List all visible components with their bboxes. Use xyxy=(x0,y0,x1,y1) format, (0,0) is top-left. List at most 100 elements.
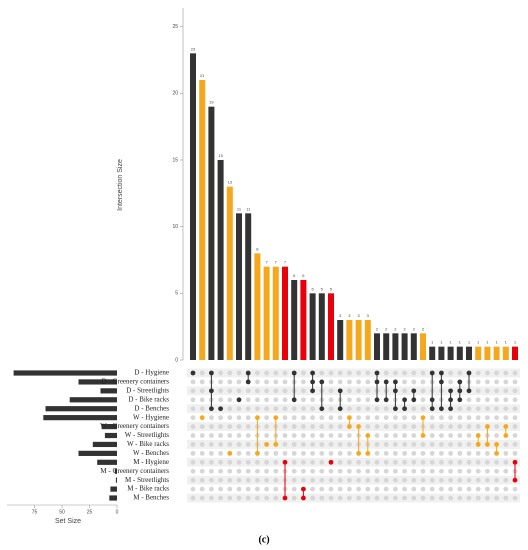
empty-dot xyxy=(218,424,224,429)
empty-dot xyxy=(485,468,490,474)
row-stripe xyxy=(187,368,520,378)
set-bar xyxy=(100,388,117,394)
empty-dot xyxy=(512,450,518,456)
empty-dot xyxy=(347,397,352,403)
empty-dot xyxy=(347,486,352,492)
empty-dot xyxy=(291,468,297,474)
member-dot xyxy=(310,379,315,385)
set-bar xyxy=(43,415,117,421)
bar-value-label: 2 xyxy=(385,326,388,331)
bar xyxy=(226,186,233,360)
empty-dot xyxy=(328,495,334,501)
empty-dot xyxy=(273,406,279,412)
empty-dot xyxy=(227,459,233,465)
bar xyxy=(401,333,408,360)
bar xyxy=(199,80,206,360)
empty-dot xyxy=(273,388,279,394)
empty-dot xyxy=(264,406,269,412)
empty-dot xyxy=(282,406,288,412)
bar xyxy=(272,266,279,360)
empty-dot xyxy=(301,424,306,429)
empty-dot xyxy=(310,459,315,465)
bar-value-label: 21 xyxy=(200,73,205,78)
bar xyxy=(438,346,445,360)
empty-dot xyxy=(319,450,325,456)
bar xyxy=(355,320,362,360)
bar xyxy=(328,293,334,360)
empty-dot xyxy=(310,477,315,483)
member-dot xyxy=(457,397,463,403)
empty-dot xyxy=(291,406,297,412)
empty-dot xyxy=(319,442,325,447)
bar-value-label: 19 xyxy=(209,100,214,105)
empty-dot xyxy=(190,397,196,403)
empty-dot xyxy=(301,442,306,447)
empty-dot xyxy=(264,468,269,474)
empty-dot xyxy=(420,370,426,376)
empty-dot xyxy=(190,406,196,412)
empty-dot xyxy=(218,468,224,474)
empty-dot xyxy=(365,486,371,492)
empty-dot xyxy=(402,433,407,438)
empty-dot xyxy=(227,388,233,394)
empty-dot xyxy=(485,397,490,403)
bar xyxy=(208,106,215,361)
empty-dot xyxy=(383,486,389,492)
bar-value-label: 1 xyxy=(486,340,489,345)
empty-dot xyxy=(310,433,315,438)
member-dot xyxy=(328,459,334,465)
member-dot xyxy=(374,370,380,376)
member-dot xyxy=(264,442,269,447)
empty-dot xyxy=(439,468,444,474)
empty-dot xyxy=(245,495,251,501)
empty-dot xyxy=(374,433,380,438)
bar-value-label: 8 xyxy=(256,246,259,251)
empty-dot xyxy=(310,495,315,501)
set-bar xyxy=(114,468,117,474)
empty-dot xyxy=(475,495,481,501)
empty-dot xyxy=(245,388,251,394)
empty-dot xyxy=(245,442,251,447)
member-dot xyxy=(282,495,288,501)
empty-dot xyxy=(199,370,205,376)
member-dot xyxy=(291,397,297,403)
empty-dot xyxy=(512,486,518,492)
empty-dot xyxy=(319,433,325,438)
empty-dot xyxy=(310,486,315,492)
empty-dot xyxy=(199,495,205,501)
empty-dot xyxy=(411,424,417,429)
bar-value-label: 7 xyxy=(284,260,287,265)
empty-dot xyxy=(301,397,306,403)
empty-dot xyxy=(347,406,352,412)
bar xyxy=(429,346,436,360)
member-dot xyxy=(485,442,490,447)
empty-dot xyxy=(199,468,205,474)
empty-dot xyxy=(393,450,398,456)
empty-dot xyxy=(411,415,417,421)
y-tick-label: 0 xyxy=(175,357,178,363)
empty-dot xyxy=(485,388,490,394)
set-bar xyxy=(78,379,117,385)
bar xyxy=(392,333,399,360)
empty-dot xyxy=(439,433,444,438)
row-stripe xyxy=(187,448,520,458)
empty-dot xyxy=(337,468,343,474)
row-stripe xyxy=(187,395,520,405)
member-dot xyxy=(466,370,472,376)
set-label: W - Hygiene xyxy=(133,413,169,421)
empty-dot xyxy=(475,459,481,465)
member-dot xyxy=(356,424,361,429)
empty-dot xyxy=(439,459,444,465)
set-label: D - Streetlights xyxy=(126,386,169,394)
empty-dot xyxy=(448,486,453,492)
empty-dot xyxy=(439,495,444,501)
empty-dot xyxy=(264,459,269,465)
empty-dot xyxy=(245,477,251,483)
member-dot xyxy=(503,424,509,429)
empty-dot xyxy=(411,459,417,465)
empty-dot xyxy=(512,433,518,438)
empty-dot xyxy=(347,468,352,474)
empty-dot xyxy=(347,433,352,438)
member-dot xyxy=(429,397,435,403)
